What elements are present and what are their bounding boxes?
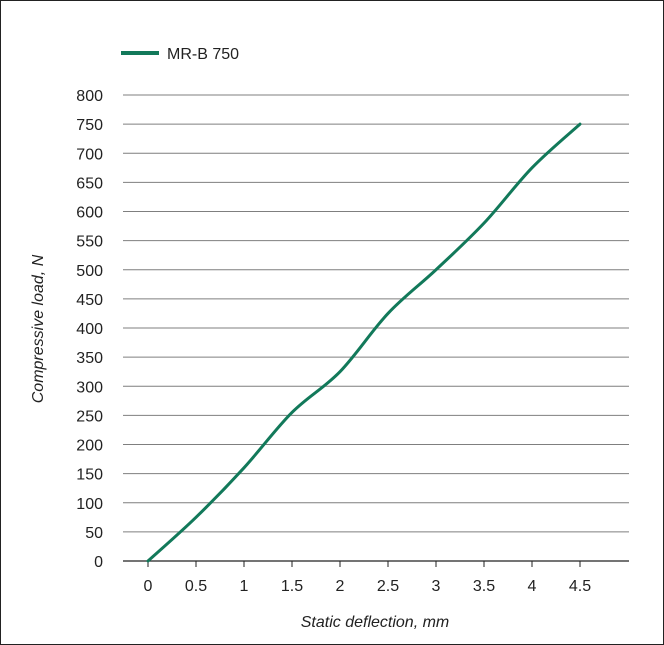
x-tick-label: 0	[144, 578, 153, 595]
x-tick-label: 0.5	[185, 578, 207, 595]
y-tick-label: 700	[76, 146, 103, 163]
y-tick-label: 0	[94, 554, 103, 571]
y-tick-label: 600	[76, 205, 103, 222]
y-tick-label: 650	[76, 175, 103, 192]
y-tick-label: 350	[76, 350, 103, 367]
x-tick-label: 1.5	[281, 578, 303, 595]
x-tick-label: 3.5	[473, 578, 495, 595]
x-tick-label: 3	[432, 578, 441, 595]
y-tick-label: 250	[76, 408, 103, 425]
series-line-mr-b-750	[146, 122, 582, 563]
x-axis-title: Static deflection, mm	[301, 614, 450, 631]
y-axis-title: Compressive load, N	[30, 254, 47, 403]
y-tick-label: 400	[76, 321, 103, 338]
y-tick-label: 50	[85, 525, 103, 542]
series-layer	[146, 122, 582, 563]
y-tick-label: 200	[76, 438, 103, 455]
x-tick-labels: 0 0.5 1 1.5 2 2.5 3 3.5 4 4.5	[144, 561, 591, 595]
y-tick-label: 550	[76, 234, 103, 251]
y-tick-label: 100	[76, 496, 103, 513]
y-tick-label: 500	[76, 263, 103, 280]
y-tick-label: 300	[76, 379, 103, 396]
x-tick-label: 2	[336, 578, 345, 595]
legend: MR-B 750	[121, 46, 239, 63]
y-tick-label: 450	[76, 292, 103, 309]
x-tick-label: 4.5	[569, 578, 591, 595]
y-tick-label: 750	[76, 117, 103, 134]
y-tick-label: 150	[76, 467, 103, 484]
y-tick-labels: 0 50 100 150 200 250 300 350 400 450 500 550 600 650 7…	[76, 88, 103, 571]
y-tick-label: 800	[76, 88, 103, 105]
legend-label: MR-B 750	[167, 46, 239, 63]
grid-lines	[123, 94, 629, 533]
x-tick-label: 4	[528, 578, 537, 595]
x-tick-label: 2.5	[377, 578, 399, 595]
x-tick-label: 1	[240, 578, 249, 595]
